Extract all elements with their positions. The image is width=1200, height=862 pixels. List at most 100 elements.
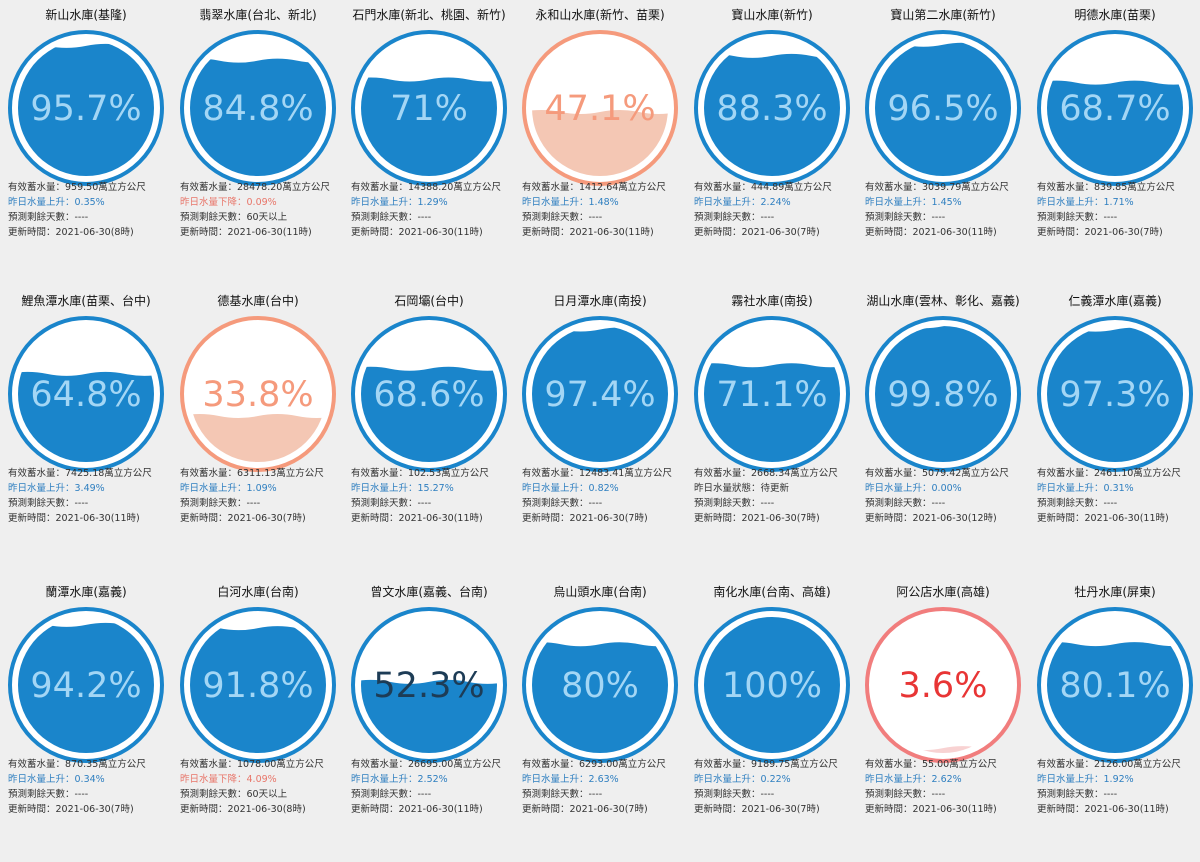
water-level-gauge: 99.8% <box>863 314 1023 474</box>
daily-change: 昨日水量上升：2.24% <box>694 197 791 208</box>
effective-storage: 有效蓄水量：1412.64萬立方公尺 <box>522 182 666 193</box>
reservoir-name: 牡丹水庫(屏東) <box>1074 585 1156 599</box>
update-time: 更新時間：2021-06-30(7時) <box>694 804 820 815</box>
reservoir-info: 有效蓄水量：3039.79萬立方公尺 昨日水量上升：1.45% 預測剩餘天數：---… <box>865 180 1025 240</box>
effective-storage: 有效蓄水量：26695.00萬立方公尺 <box>351 759 501 770</box>
reservoir-info: 有效蓄水量：9189.75萬立方公尺 昨日水量上升：0.22% 預測剩餘天數：---… <box>694 757 854 817</box>
water-level-gauge: 95.7% <box>6 28 166 188</box>
percent-label: 64.8% <box>30 375 141 415</box>
reservoir-name: 新山水庫(基隆) <box>45 8 127 22</box>
update-time: 更新時間：2021-06-30(11時) <box>865 804 997 815</box>
percent-label: 88.3% <box>716 89 827 129</box>
forecast-days: 預測剩餘天數：---- <box>351 498 432 509</box>
update-time: 更新時間：2021-06-30(11時) <box>1037 513 1169 524</box>
daily-change: 昨日水量下降：0.09% <box>180 197 277 208</box>
reservoir-name: 曾文水庫(嘉義、台南) <box>370 585 488 599</box>
update-time: 更新時間：2021-06-30(11時) <box>351 513 483 524</box>
reservoir-info: 有效蓄水量：839.85萬立方公尺 昨日水量上升：1.71% 預測剩餘天數：----… <box>1037 180 1197 240</box>
reservoir-name: 白河水庫(台南) <box>217 585 299 599</box>
forecast-days: 預測剩餘天數：---- <box>1037 212 1118 223</box>
water-level-gauge: 88.3% <box>692 28 852 188</box>
reservoir-name: 明德水庫(苗栗) <box>1074 8 1156 22</box>
daily-change: 昨日水量上升：2.62% <box>865 774 962 785</box>
forecast-days: 預測剩餘天數：---- <box>694 498 775 509</box>
forecast-days: 預測剩餘天數：---- <box>8 498 89 509</box>
daily-change: 昨日水量下降：4.09% <box>180 774 277 785</box>
water-fill <box>18 43 154 176</box>
percent-label: 95.7% <box>30 89 141 129</box>
water-level-gauge: 71.1% <box>692 314 852 474</box>
daily-change: 昨日水量上升：1.29% <box>351 197 448 208</box>
reservoir-info: 有效蓄水量：6311.13萬立方公尺 昨日水量上升：1.09% 預測剩餘天數：---… <box>180 466 340 526</box>
percent-label: 3.6% <box>899 666 988 706</box>
percent-label: 91.8% <box>202 666 313 706</box>
water-fill <box>190 58 326 176</box>
water-level-gauge: 80% <box>520 605 680 765</box>
update-time: 更新時間：2021-06-30(11時) <box>351 227 483 238</box>
percent-label: 71% <box>390 89 468 129</box>
water-level-gauge: 33.8% <box>178 314 338 474</box>
daily-change: 昨日水量上升：0.35% <box>8 197 105 208</box>
percent-label: 94.2% <box>30 666 141 706</box>
effective-storage: 有效蓄水量：2668.34萬立方公尺 <box>694 468 838 479</box>
update-time: 更新時間：2021-06-30(7時) <box>180 513 306 524</box>
reservoir-name: 仁義潭水庫(嘉義) <box>1068 294 1162 308</box>
update-time: 更新時間：2021-06-30(7時) <box>522 513 648 524</box>
effective-storage: 有效蓄水量：9189.75萬立方公尺 <box>694 759 838 770</box>
reservoir-name: 寶山水庫(新竹) <box>731 8 813 22</box>
reservoir-name: 烏山頭水庫(台南) <box>553 585 647 599</box>
reservoir-info: 有效蓄水量：444.89萬立方公尺 昨日水量上升：2.24% 預測剩餘天數：----… <box>694 180 854 240</box>
reservoir-name: 鯉魚潭水庫(苗栗、台中) <box>21 294 151 308</box>
effective-storage: 有效蓄水量：28478.20萬立方公尺 <box>180 182 330 193</box>
effective-storage: 有效蓄水量：6293.00萬立方公尺 <box>522 759 666 770</box>
reservoir-info: 有效蓄水量：1412.64萬立方公尺 昨日水量上升：1.48% 預測剩餘天數：---… <box>522 180 682 240</box>
forecast-days: 預測剩餘天數：---- <box>8 789 89 800</box>
daily-change: 昨日水量狀態：待更新 <box>694 483 790 494</box>
daily-change: 昨日水量上升：2.63% <box>522 774 619 785</box>
reservoir-name: 日月潭水庫(南投) <box>553 294 647 308</box>
update-time: 更新時間：2021-06-30(12時) <box>865 513 997 524</box>
forecast-days: 預測剩餘天數：---- <box>351 789 432 800</box>
update-time: 更新時間：2021-06-30(7時) <box>522 804 648 815</box>
update-time: 更新時間：2021-06-30(11時) <box>522 227 654 238</box>
percent-label: 80% <box>561 666 639 706</box>
reservoir-name: 寶山第二水庫(新竹) <box>890 8 996 22</box>
reservoir-name: 翡翠水庫(台北、新北) <box>199 8 317 22</box>
reservoir-info: 有效蓄水量：12483.41萬立方公尺 昨日水量上升：0.82% 預測剩餘天數：--… <box>522 466 682 526</box>
reservoir-info: 有效蓄水量：5079.42萬立方公尺 昨日水量上升：0.00% 預測剩餘天數：---… <box>865 466 1025 526</box>
forecast-days: 預測剩餘天數：---- <box>1037 789 1118 800</box>
percent-label: 97.4% <box>544 375 655 415</box>
percent-label: 100% <box>722 666 822 706</box>
reservoir-info: 有效蓄水量：6293.00萬立方公尺 昨日水量上升：2.63% 預測剩餘天數：---… <box>522 757 682 817</box>
water-fill <box>704 617 840 753</box>
reservoir-info: 有效蓄水量：1078.00萬立方公尺 昨日水量下降：4.09% 預測剩餘天數：60天… <box>180 757 340 817</box>
daily-change: 昨日水量上升：1.45% <box>865 197 962 208</box>
effective-storage: 有效蓄水量：7425.18萬立方公尺 <box>8 468 152 479</box>
percent-label: 99.8% <box>887 375 998 415</box>
water-level-gauge: 100% <box>692 605 852 765</box>
percent-label: 71.1% <box>716 375 827 415</box>
water-fill <box>704 53 840 176</box>
forecast-days: 預測剩餘天數：60天以上 <box>180 789 288 800</box>
daily-change: 昨日水量上升：1.71% <box>1037 197 1134 208</box>
daily-change: 昨日水量上升：1.92% <box>1037 774 1134 785</box>
water-level-gauge: 91.8% <box>178 605 338 765</box>
water-level-gauge: 84.8% <box>178 28 338 188</box>
forecast-days: 預測剩餘天數：---- <box>1037 498 1118 509</box>
update-time: 更新時間：2021-06-30(11時) <box>1037 804 1169 815</box>
reservoir-info: 有效蓄水量：28478.20萬立方公尺 昨日水量下降：0.09% 預測剩餘天數：60… <box>180 180 340 240</box>
update-time: 更新時間：2021-06-30(7時) <box>694 513 820 524</box>
daily-change: 昨日水量上升：15.27% <box>351 483 454 494</box>
reservoir-info: 有效蓄水量：870.35萬立方公尺 昨日水量上升：0.34% 預測剩餘天數：----… <box>8 757 168 817</box>
effective-storage: 有效蓄水量：14388.20萬立方公尺 <box>351 182 501 193</box>
reservoir-info: 有效蓄水量：102.53萬立方公尺 昨日水量上升：15.27% 預測剩餘天數：---… <box>351 466 511 526</box>
water-fill <box>1047 327 1183 462</box>
forecast-days: 預測剩餘天數：---- <box>694 212 775 223</box>
daily-change: 昨日水量上升：0.34% <box>8 774 105 785</box>
reservoir-name: 石岡壩(台中) <box>394 294 464 308</box>
water-level-gauge: 3.6% <box>863 605 1023 765</box>
update-time: 更新時間：2021-06-30(7時) <box>8 804 134 815</box>
effective-storage: 有效蓄水量：12483.41萬立方公尺 <box>522 468 672 479</box>
water-level-gauge: 80.1% <box>1035 605 1195 765</box>
effective-storage: 有效蓄水量：2126.00萬立方公尺 <box>1037 759 1181 770</box>
